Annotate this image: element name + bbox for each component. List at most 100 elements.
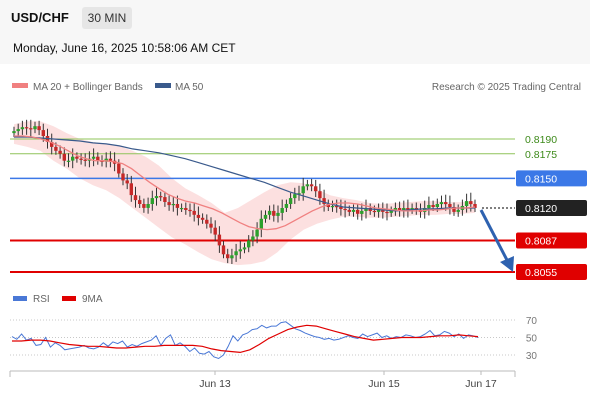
candle-body — [376, 209, 381, 212]
candle-body — [62, 153, 66, 161]
candle-body — [452, 207, 456, 212]
candle-body — [318, 191, 322, 199]
candle — [297, 185, 301, 201]
rsi-panel: 70 50 30 — [10, 316, 537, 362]
candle-body — [12, 131, 16, 134]
candle — [284, 199, 289, 212]
candle — [251, 230, 255, 247]
candle-body — [314, 186, 318, 192]
x-tick-label-jun-17: Jun 17 — [465, 378, 497, 390]
candle-body — [431, 205, 435, 207]
level-label-0-8087: 0.8087 — [525, 235, 557, 247]
candle-body — [389, 210, 393, 213]
candle-body — [276, 212, 280, 216]
candle-body — [104, 158, 108, 162]
candle-body — [238, 249, 242, 252]
candle — [188, 203, 192, 217]
candle — [121, 168, 125, 186]
candle — [385, 203, 389, 221]
research-credit: Research © 2025 Trading Central — [432, 82, 581, 93]
candle-body — [66, 160, 71, 162]
moving-averages — [14, 135, 476, 231]
candle-body — [159, 196, 163, 198]
candle-body — [91, 156, 96, 159]
timeframe-badge[interactable]: 30 MIN — [82, 7, 132, 29]
candle — [335, 199, 339, 213]
candle — [58, 145, 62, 159]
candle — [138, 195, 142, 208]
candle — [146, 197, 150, 214]
candle-body — [54, 146, 58, 151]
rsi-tick-50: 50 — [526, 334, 538, 345]
candle — [37, 120, 41, 135]
ma50-legend-swatch — [155, 83, 171, 88]
level-label-0-8175: 0.8175 — [525, 149, 557, 161]
candle — [238, 241, 242, 259]
candle-body — [339, 207, 343, 209]
candle — [356, 203, 360, 220]
candle — [272, 204, 276, 222]
price-levels — [10, 138, 515, 273]
candle-body — [234, 251, 238, 256]
candle-body — [29, 128, 33, 130]
candle — [247, 235, 251, 253]
candle-body — [326, 204, 330, 207]
candle — [108, 151, 113, 168]
ma50-legend-label: MA 50 — [175, 82, 204, 93]
candle-body — [372, 210, 377, 213]
timestamp: Monday, June 16, 2025 10:58:06 AM CET — [13, 41, 236, 55]
candle-body — [242, 247, 247, 250]
candle-body — [146, 204, 150, 208]
candle-body — [133, 195, 138, 201]
candle — [96, 152, 100, 165]
candle — [83, 153, 87, 167]
candle-body — [406, 208, 410, 210]
symbol-label: USD/CHF — [11, 10, 69, 25]
candle — [171, 196, 175, 212]
candle — [50, 133, 54, 155]
candle — [159, 191, 163, 202]
candle-body — [381, 209, 385, 212]
candle — [125, 174, 129, 190]
candle — [71, 148, 75, 169]
candle-body — [79, 158, 83, 160]
candle-body — [335, 206, 339, 208]
candle — [221, 241, 226, 259]
candle — [33, 121, 37, 134]
candle-body — [175, 204, 180, 208]
candle-body — [20, 127, 25, 130]
candle-body — [397, 208, 402, 211]
candle — [150, 190, 154, 211]
candle — [242, 242, 247, 254]
level-label-0-8150: 0.8150 — [525, 173, 557, 185]
candle — [213, 220, 217, 242]
candle-body — [364, 208, 368, 211]
candle-body — [221, 245, 226, 255]
candle-body — [209, 223, 213, 228]
candle — [397, 201, 402, 217]
candle-body — [230, 255, 234, 259]
candle-body — [213, 227, 217, 235]
candle-body — [251, 236, 255, 241]
candle-body — [427, 205, 431, 208]
chart-canvas: MA 20 + Bollinger Bands MA 50 Research ©… — [9, 82, 587, 390]
candle-body — [217, 234, 222, 246]
candle-body — [121, 173, 125, 181]
candle — [293, 187, 297, 204]
ma20-legend-label: MA 20 + Bollinger Bands — [33, 82, 143, 93]
candle — [410, 203, 414, 214]
ma20-line — [14, 135, 476, 231]
candle-body — [322, 198, 326, 204]
candle — [209, 217, 213, 234]
candle-body — [343, 208, 347, 211]
candle-body — [259, 218, 263, 230]
candle-body — [444, 202, 448, 205]
candle-body — [58, 150, 62, 154]
candle-body — [402, 208, 406, 211]
candle-body — [142, 204, 146, 208]
candle-body — [167, 202, 171, 206]
candle — [226, 248, 230, 264]
candle — [288, 192, 293, 209]
candle — [301, 177, 305, 201]
candle — [234, 243, 238, 262]
